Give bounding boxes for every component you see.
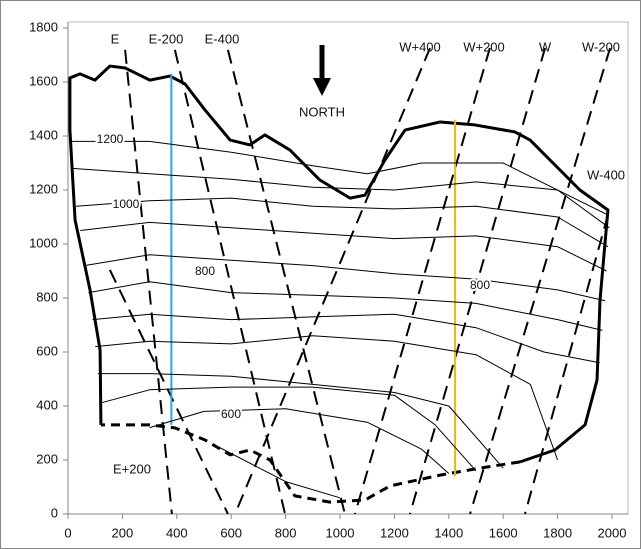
line-label: W (539, 39, 552, 54)
line-label: E-400 (205, 31, 240, 46)
y-tick-label: 400 (36, 397, 58, 412)
x-tick-label: 0 (64, 525, 71, 540)
line-label: E (111, 31, 120, 46)
north-arrow (313, 45, 331, 96)
y-tick-label: 800 (36, 289, 58, 304)
series-line (70, 140, 607, 215)
y-tick-label: 1600 (29, 73, 58, 88)
y-tick-label: 0 (51, 505, 58, 520)
y-tick-label: 1800 (29, 19, 58, 34)
y-tick-label: 1400 (29, 127, 58, 142)
series-line (149, 408, 450, 474)
contour-label: 1200 (97, 132, 124, 146)
x-tick-label: 1000 (326, 525, 355, 540)
line-label: W+400 (399, 39, 441, 54)
x-tick-label: 1600 (489, 525, 518, 540)
series-line (72, 167, 610, 229)
series-line (95, 335, 559, 461)
line-label: E+200 (113, 461, 151, 476)
series-line (76, 197, 609, 248)
line-label: E-200 (149, 31, 184, 46)
x-tick-label: 1800 (543, 525, 572, 540)
x-tick-label: 2000 (598, 525, 627, 540)
series-line (92, 313, 600, 364)
series-line (226, 49, 346, 515)
series-line (469, 47, 612, 515)
series-line (84, 254, 606, 302)
x-tick-label: 1400 (434, 525, 463, 540)
series-line (97, 373, 504, 469)
series-line (99, 386, 477, 472)
series-line (88, 281, 603, 331)
y-tick-label: 600 (36, 343, 58, 358)
x-tick-label: 400 (166, 525, 188, 540)
x-tick-label: 200 (112, 525, 134, 540)
contour-label: 600 (221, 407, 241, 421)
contour-label: 800 (470, 278, 490, 292)
y-tick-label: 1200 (29, 181, 58, 196)
x-tick-label: 600 (220, 525, 242, 540)
x-tick-label: 800 (275, 525, 297, 540)
line-label: W-200 (582, 39, 620, 54)
line-label: W+200 (463, 39, 505, 54)
series-line (68, 64, 610, 464)
series-line (234, 47, 431, 515)
contour-label: 1000 (113, 197, 140, 211)
series-line (353, 47, 491, 515)
north-label: NORTH (299, 104, 345, 119)
series-line (108, 269, 229, 515)
y-tick-label: 200 (36, 451, 58, 466)
contour-label: 800 (195, 264, 215, 278)
x-tick-label: 1200 (380, 525, 409, 540)
series-line (408, 47, 547, 515)
y-tick-label: 1000 (29, 235, 58, 250)
series-line (217, 446, 341, 499)
line-label: W-400 (587, 167, 625, 182)
series-line (80, 221, 607, 272)
